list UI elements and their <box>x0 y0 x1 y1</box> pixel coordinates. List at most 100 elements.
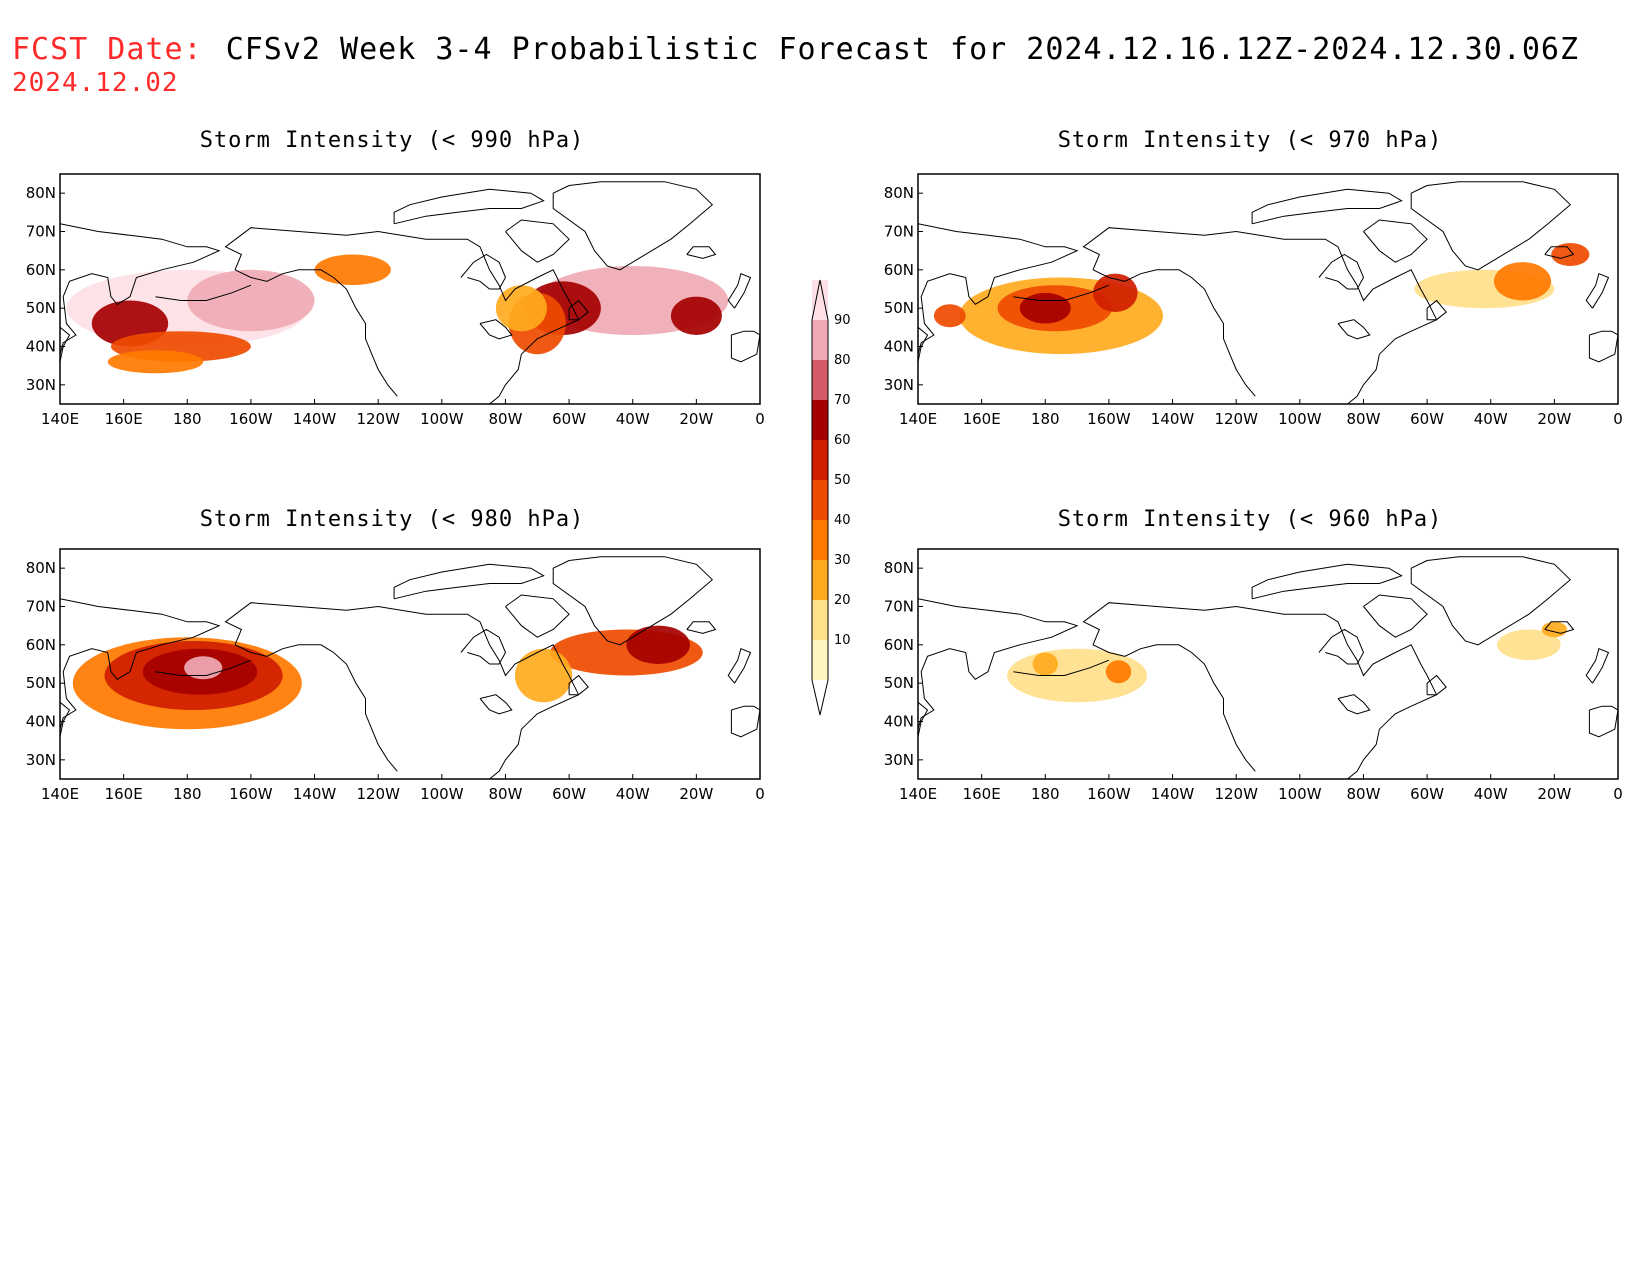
figure-title: CFSv2 Week 3-4 Probabilistic Forecast fo… <box>225 32 1580 67</box>
coast-baffin <box>1363 594 1428 638</box>
coast-newfoundland <box>1426 299 1447 321</box>
colorbar-label: 60 <box>834 433 851 448</box>
lon-tick-label: 100W <box>1278 785 1322 803</box>
lat-tick-label: 80N <box>26 184 56 202</box>
lat-tick-label: 80N <box>26 559 56 577</box>
lon-tick-label: 20W <box>1537 785 1571 803</box>
lat-tick-label: 50N <box>26 299 56 317</box>
colorbar-label: 80 <box>834 353 851 368</box>
lon-tick-label: 40W <box>1474 410 1508 428</box>
coast-hudson-bay <box>460 628 507 665</box>
coast-europe <box>1585 273 1610 309</box>
lat-tick-label: 40N <box>884 338 914 356</box>
lon-tick-label: 180 <box>173 785 202 803</box>
coast-greenland <box>1410 556 1572 646</box>
lat-tick-label: 30N <box>884 376 914 394</box>
lon-tick-label: 140W <box>293 785 337 803</box>
colorbar-bin <box>812 480 828 520</box>
coast-baffin <box>505 594 570 638</box>
lat-tick-label: 60N <box>26 636 56 654</box>
colorbar-bin <box>812 640 828 680</box>
coast-great-lakes <box>1337 319 1371 340</box>
panel-title-990: Storm Intensity (< 990 hPa) <box>199 128 585 153</box>
colorbar-label: 20 <box>834 593 851 608</box>
lon-tick-label: 120W <box>1214 410 1258 428</box>
coast-iceland <box>1544 621 1575 634</box>
coast-arctic-islands <box>1251 188 1403 225</box>
lat-tick-label: 30N <box>884 751 914 769</box>
fcst-date-value: 2024.12.02 <box>12 68 179 98</box>
map-panel-960: 140E 160E 180 160W 140W 120W 100W 80W 60W 40W 20W 0… <box>884 548 1623 803</box>
probability-area-lt990-9 <box>495 285 547 332</box>
colorbar-label: 10 <box>834 633 851 648</box>
coast-kamchatka <box>60 223 221 355</box>
lat-tick-label: 70N <box>884 598 914 616</box>
lon-tick-label: 140W <box>1151 410 1195 428</box>
lon-tick-label: 60W <box>1410 410 1444 428</box>
lon-tick-label: 160W <box>1087 410 1131 428</box>
lon-tick-label: 140E <box>899 785 937 803</box>
coast-greenland <box>552 556 714 646</box>
coast-iberia <box>730 705 760 738</box>
lon-tick-label: 0 <box>1613 785 1623 803</box>
probability-area-lt980-5 <box>626 625 690 664</box>
coast-alaska-south <box>234 644 398 772</box>
lat-tick-label: 70N <box>26 598 56 616</box>
probability-area-lt970-4 <box>933 304 966 328</box>
lon-tick-label: 140E <box>41 410 79 428</box>
lon-tick-label: 60W <box>1410 785 1444 803</box>
colorbar-bin <box>812 560 828 600</box>
lat-tick-label: 50N <box>884 674 914 692</box>
coast-baffin <box>1363 219 1428 263</box>
coast-iceland <box>686 621 717 634</box>
coast-europe <box>727 648 752 684</box>
lat-tick-label: 80N <box>884 184 914 202</box>
coast-iberia <box>730 330 760 363</box>
coast-iberia <box>1588 330 1618 363</box>
lon-tick-label: 120W <box>356 785 400 803</box>
map-frame <box>917 173 1619 405</box>
lon-tick-label: 140E <box>899 410 937 428</box>
lon-tick-label: 100W <box>420 785 464 803</box>
lat-tick-label: 70N <box>884 223 914 241</box>
panel-title-980: Storm Intensity (< 980 hPa) <box>199 507 585 532</box>
lon-tick-label: 180 <box>173 410 202 428</box>
coast-greenland <box>552 181 714 271</box>
lat-tick-label: 60N <box>884 261 914 279</box>
panel-title-960: Storm Intensity (< 960 hPa) <box>1057 507 1443 532</box>
map-panel-990: 140E 160E 180 160W 140W 120W 100W 80W 60W 40W 20W 0… <box>26 173 765 428</box>
coast-hudson-bay <box>460 253 507 290</box>
lon-tick-label: 160E <box>105 785 143 803</box>
lat-tick-label: 30N <box>26 376 56 394</box>
lon-tick-label: 80W <box>488 785 522 803</box>
colorbar-bin <box>812 520 828 560</box>
probability-area-lt980-6 <box>515 648 573 703</box>
lon-tick-label: 80W <box>1346 785 1380 803</box>
coast-newfoundland <box>568 299 589 321</box>
coast-north-america <box>224 227 580 404</box>
coast-iberia <box>1588 705 1618 738</box>
coast-aleutians <box>1013 659 1110 676</box>
coast-north-america <box>1082 227 1438 404</box>
probability-area-lt990-1 <box>187 269 315 332</box>
lat-tick-label: 40N <box>26 713 56 731</box>
coast-kamchatka <box>60 598 221 730</box>
coast-europe <box>1585 648 1610 684</box>
lon-tick-label: 140W <box>1151 785 1195 803</box>
probability-area-lt990-4 <box>107 350 204 374</box>
lat-tick-label: 70N <box>26 223 56 241</box>
map-frame <box>917 548 1619 780</box>
coast-hudson-bay <box>1318 253 1365 290</box>
probability-area-lt970-2 <box>1019 292 1071 324</box>
colorbar-bin <box>812 440 828 480</box>
coast-hudson-bay <box>1318 628 1365 665</box>
coast-aleutians <box>155 284 252 301</box>
coast-baffin <box>505 219 570 263</box>
lon-tick-label: 120W <box>1214 785 1258 803</box>
lat-tick-label: 60N <box>26 261 56 279</box>
lon-tick-label: 20W <box>679 785 713 803</box>
lon-tick-label: 0 <box>755 410 765 428</box>
coast-alaska-south <box>1092 644 1256 772</box>
lon-tick-label: 120W <box>356 410 400 428</box>
probability-area-lt970-3 <box>1093 273 1138 312</box>
